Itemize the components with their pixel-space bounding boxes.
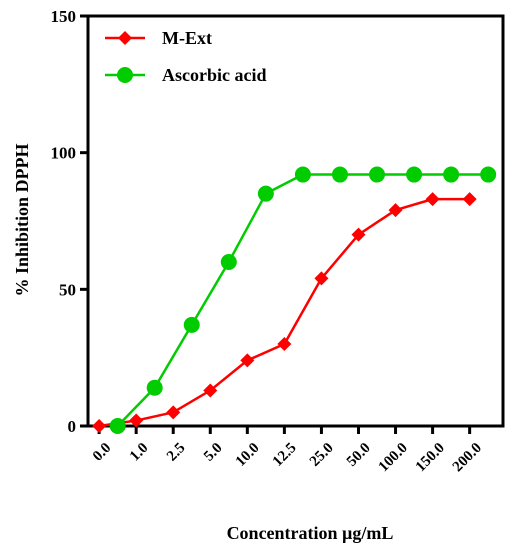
data-point xyxy=(331,166,348,183)
plot-frame xyxy=(86,14,505,428)
data-point xyxy=(462,192,477,207)
x-tick-label: 2.5 xyxy=(164,440,189,465)
data-point xyxy=(183,316,200,333)
data-point xyxy=(146,379,163,396)
data-point xyxy=(294,166,311,183)
series-2 xyxy=(109,166,497,434)
data-point xyxy=(166,405,181,420)
x-tick-label: 5.0 xyxy=(201,440,226,465)
x-tick-label: 100.0 xyxy=(376,440,411,475)
y-axis-ticks: 0 50 100 150 xyxy=(51,7,88,436)
data-point xyxy=(314,271,329,286)
y-tick-label: 150 xyxy=(51,7,77,26)
data-point xyxy=(406,166,423,183)
data-point xyxy=(129,413,144,428)
data-point xyxy=(277,337,292,351)
data-point xyxy=(351,227,366,242)
x-axis-title: Concentration µg/mL xyxy=(227,523,394,543)
data-point xyxy=(220,254,237,270)
x-tick-label: 1.0 xyxy=(127,440,152,465)
x-tick-label: 200.0 xyxy=(450,440,485,475)
data-point xyxy=(92,419,107,433)
data-point xyxy=(369,166,386,183)
series-line xyxy=(116,173,489,427)
data-point xyxy=(480,166,497,183)
data-point xyxy=(203,383,218,398)
legend-marker xyxy=(118,31,132,45)
legend-label: M-Ext xyxy=(162,28,212,48)
series-1 xyxy=(92,192,477,433)
y-tick-label: 50 xyxy=(59,280,76,299)
x-tick-label: 25.0 xyxy=(307,440,337,470)
x-tick-label: 10.0 xyxy=(233,440,263,470)
x-tick-label: 0.0 xyxy=(90,440,115,465)
x-axis-ticks: 0.0 1.0 2.5 5.0 10.0 12.5 25.0 50.0 100.0 150.0 20… xyxy=(90,426,485,475)
data-point xyxy=(425,192,440,207)
legend-marker xyxy=(117,67,133,83)
legend: M-Ext Ascorbic acid xyxy=(105,28,266,85)
y-axis-title: % Inhibition DPPH xyxy=(12,143,32,296)
data-point xyxy=(240,353,255,368)
data-point xyxy=(109,418,126,434)
x-tick-label: 12.5 xyxy=(270,440,300,470)
data-point xyxy=(388,203,403,218)
data-point xyxy=(257,185,274,202)
data-point xyxy=(443,166,460,183)
y-tick-label: 0 xyxy=(68,417,77,436)
x-tick-label: 50.0 xyxy=(344,440,374,470)
x-tick-label: 150.0 xyxy=(413,440,448,475)
legend-label: Ascorbic acid xyxy=(162,65,266,85)
y-tick-label: 100 xyxy=(51,144,77,163)
axes xyxy=(86,14,505,428)
series-layer xyxy=(92,166,497,434)
